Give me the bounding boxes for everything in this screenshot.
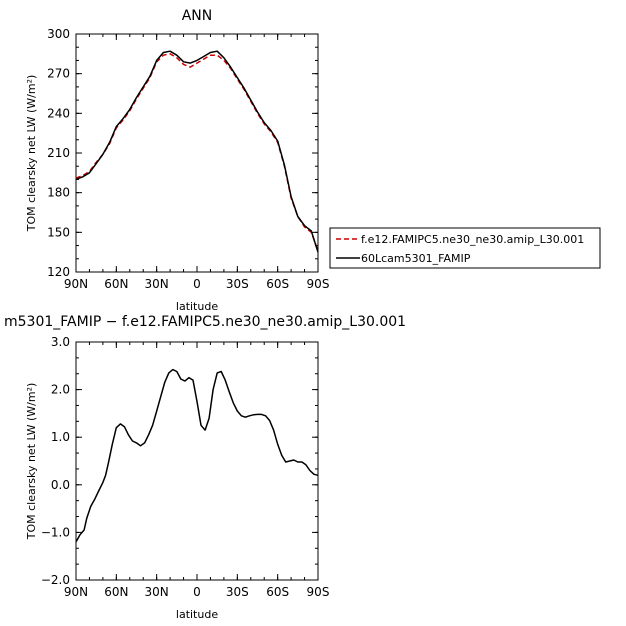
bottom-series-lines: [75, 368, 319, 543]
bottom-y-ticks: 3.0 2.0 1.0 0.0 −1.0 −2.0: [41, 335, 318, 587]
bottom-y-axis-label: TOM clearsky net LW (W/m²): [25, 383, 38, 541]
bottom-plot: m5301_FAMIP − f.e12.FAMIPC5.ne30_ne30.am…: [4, 314, 406, 621]
series-line-2: [75, 50, 319, 253]
top-y-axis-label: TOM clearsky net LW (W/m²): [25, 75, 38, 233]
legend-label-series-2: 60Lcam5301_FAMIP: [361, 252, 471, 265]
y-tick-label: 210: [47, 146, 70, 160]
bottom-x-axis-label: latitude: [176, 608, 218, 621]
x-tick-label: 30S: [226, 585, 249, 599]
y-tick-label: 270: [47, 67, 70, 81]
y-tick-label: 150: [47, 225, 70, 239]
x-tick-label: 60S: [266, 277, 289, 291]
y-tick-label: 120: [47, 265, 70, 279]
y-tick-label: 2.0: [51, 383, 70, 397]
y-tick-label: 0.0: [51, 478, 70, 492]
y-tick-label: 180: [47, 186, 70, 200]
x-tick-label: 60S: [266, 585, 289, 599]
x-tick-label: 90S: [307, 585, 330, 599]
x-tick-label: 60N: [104, 585, 128, 599]
x-tick-label: 30N: [145, 585, 169, 599]
series-line-1: [75, 53, 319, 252]
y-tick-label: −1.0: [41, 525, 70, 539]
y-tick-label: 3.0: [51, 335, 70, 349]
x-tick-label: 90N: [64, 585, 88, 599]
y-tick-label: −2.0: [41, 573, 70, 587]
bottom-x-ticks: 90N 60N 30N 0 30S 60S 90S: [64, 342, 330, 599]
top-x-ticks: 90N 60N 30N 0 30S 60S 90S: [64, 34, 330, 291]
x-tick-label: 0: [193, 277, 201, 291]
y-tick-label: 240: [47, 106, 70, 120]
top-x-axis-label: latitude: [176, 300, 218, 313]
y-tick-label: 1.0: [51, 430, 70, 444]
legend-label-series-1: f.e12.FAMIPC5.ne30_ne30.amip_L30.001: [361, 233, 584, 246]
legend-box: [329, 227, 601, 269]
bottom-plot-frame: [75, 341, 319, 581]
top-chart-title: ANN: [182, 8, 213, 24]
top-y-ticks: 300 270 240 210 180 150 120: [47, 27, 318, 279]
x-tick-label: 30S: [226, 277, 249, 291]
x-tick-label: 0: [193, 585, 201, 599]
y-tick-label: 300: [47, 27, 70, 41]
top-plot: ANN 300 270 240 210 180 150 120 90N 60N 30N 0 30S 6…: [25, 8, 329, 313]
x-tick-label: 90N: [64, 277, 88, 291]
series-line-1: [75, 368, 319, 543]
x-tick-label: 90S: [307, 277, 330, 291]
bottom-chart-title: m5301_FAMIP − f.e12.FAMIPC5.ne30_ne30.am…: [4, 314, 406, 330]
x-tick-label: 60N: [104, 277, 128, 291]
top-series-lines: [75, 50, 319, 253]
legend: f.e12.FAMIPC5.ne30_ne30.amip_L30.001 60L…: [329, 227, 601, 269]
x-tick-label: 30N: [145, 277, 169, 291]
